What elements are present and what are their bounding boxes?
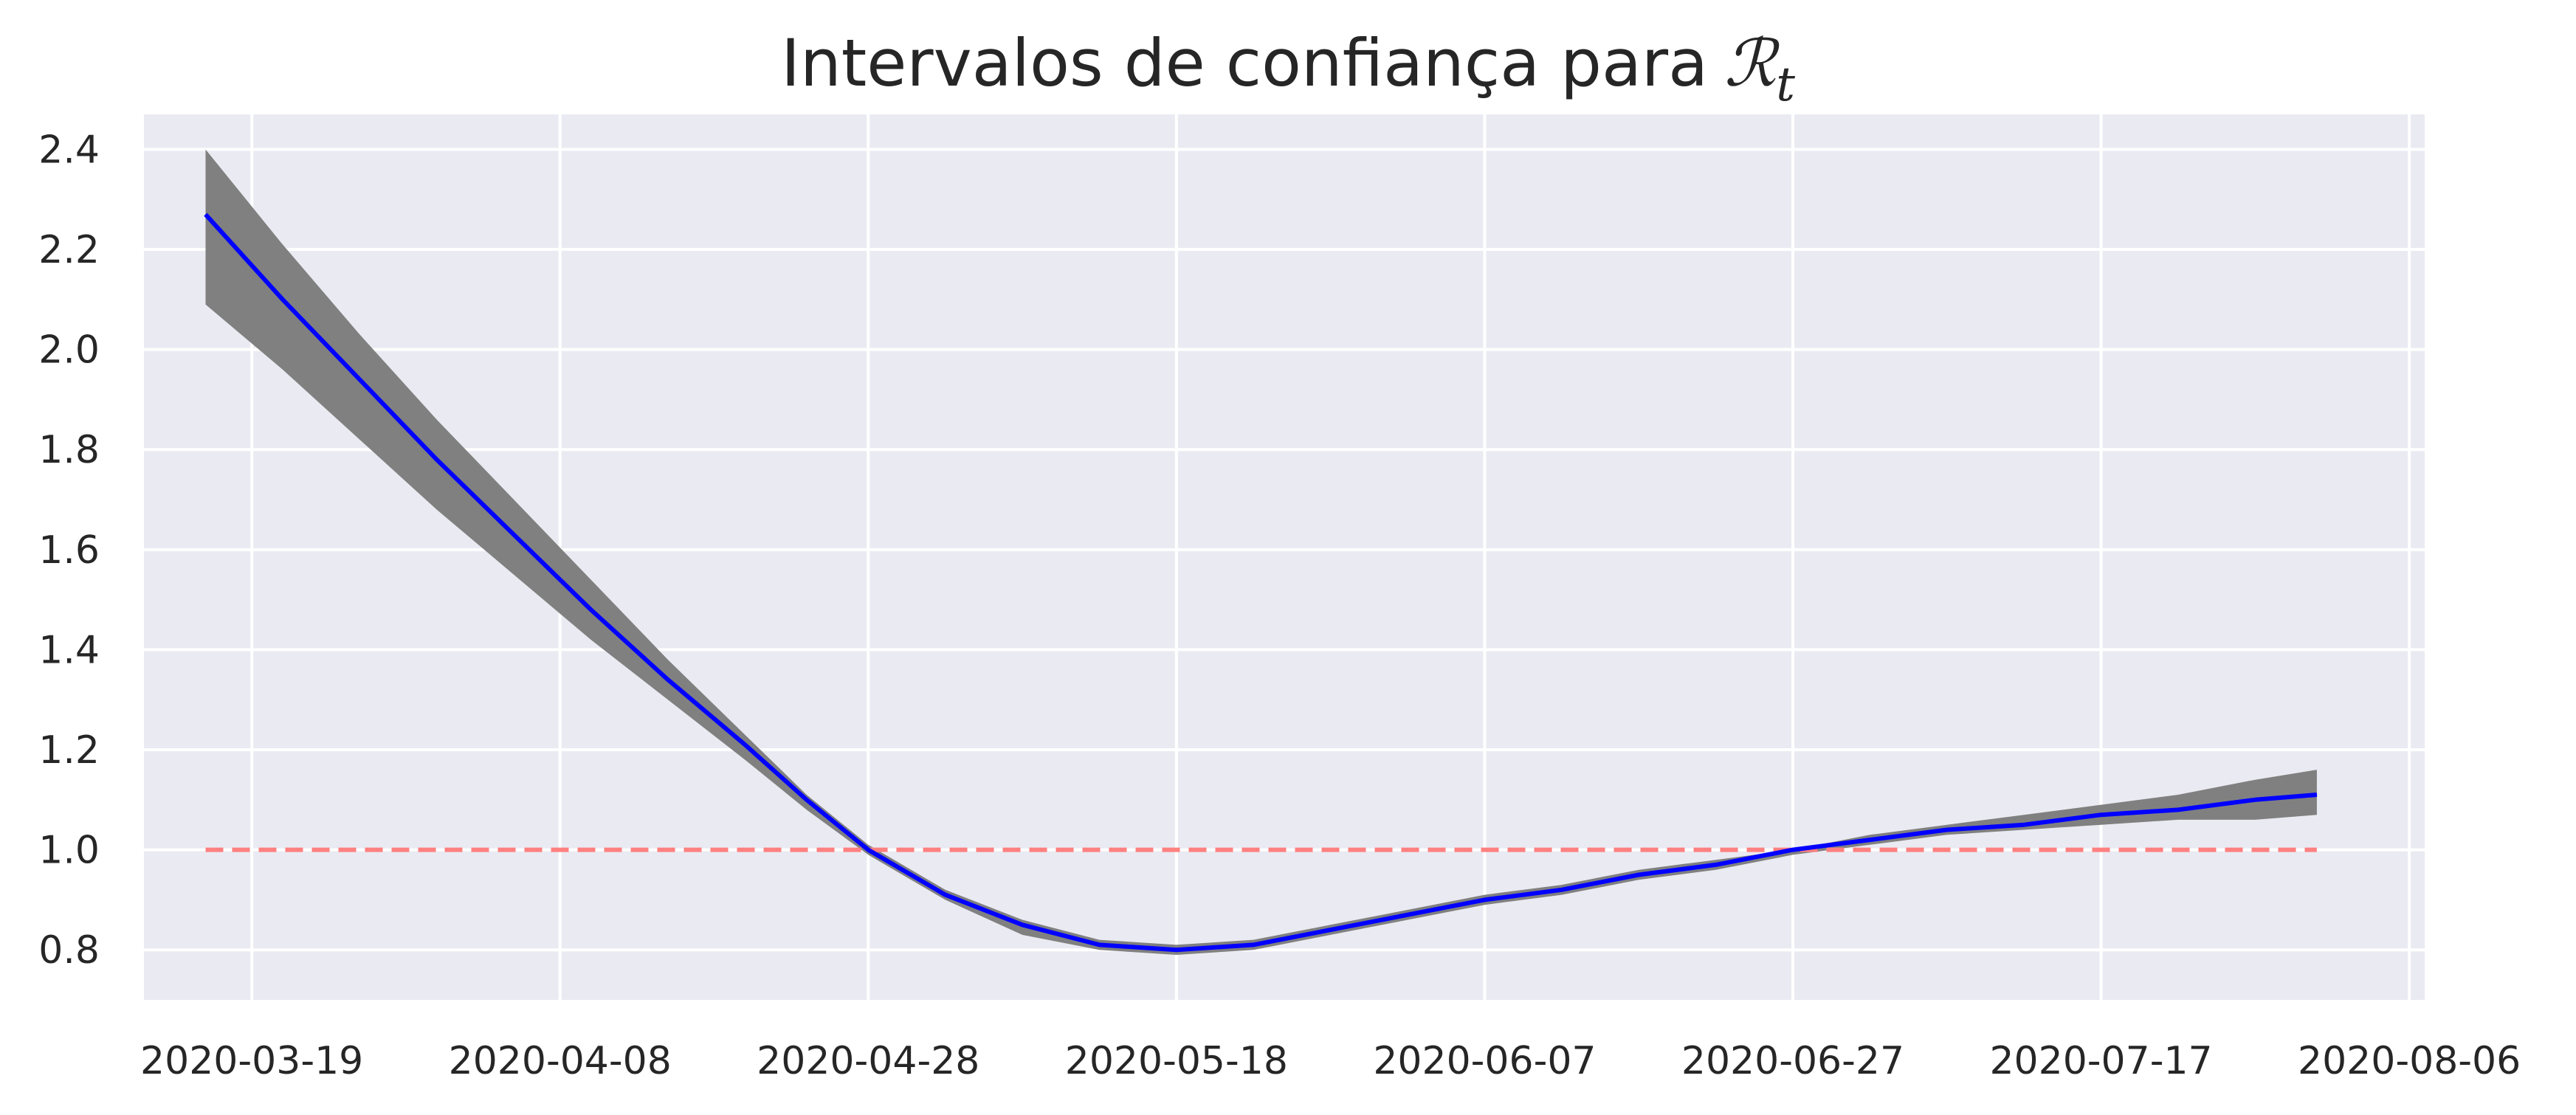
chart-title-text: Intervalos de confiança para [781,25,1708,101]
y-tick-label: 2.0 [38,328,100,373]
data-point [806,799,807,801]
y-tick-label: 0.8 [38,928,100,973]
y-tick-label: 1.4 [38,628,100,672]
plot-area [144,114,2425,1000]
data-point [2254,799,2256,801]
data-point [1946,829,1948,830]
data-point [945,894,946,896]
x-tick-label: 2020-04-08 [449,1039,672,1083]
data-point [2023,824,2025,826]
data-point [359,379,360,380]
y-tick-label: 1.2 [38,728,100,773]
data-point [205,214,207,215]
chart-title-subscript: t [1776,58,1795,112]
y-tick-label: 1.8 [38,428,100,472]
x-axis-ticks: 2020-03-19 2020-04-08 2020-04-28 2020-05-18… [140,1039,2521,1083]
data-point [1792,849,1794,851]
x-tick-label: 2020-05-18 [1065,1039,1288,1083]
gridlines [144,114,2425,1000]
x-tick-label: 2020-07-17 [1989,1039,2212,1083]
data-point [1561,889,1563,891]
chart-title: Intervalos de confiança para ℛt [781,25,1795,112]
x-tick-label: 2020-06-07 [1373,1039,1596,1083]
data-point [1330,929,1332,931]
x-tick-label: 2020-08-06 [2298,1039,2521,1083]
series-line-layer [204,213,2318,953]
data-point [282,299,283,300]
x-tick-label: 2020-04-28 [757,1039,979,1083]
x-tick-label: 2020-03-19 [140,1039,363,1083]
y-tick-label: 2.2 [38,228,100,272]
y-tick-label: 1.6 [38,528,100,573]
x-tick-label: 2020-06-27 [1681,1039,1904,1083]
chart-title-symbol: ℛ [1724,25,1780,101]
data-point [867,849,869,851]
y-tick-label: 2.4 [38,128,100,172]
data-point [436,459,438,460]
y-axis-ticks: 0.8 1.0 1.2 1.4 1.6 1.8 2.0 2.2 2.4 [38,128,100,973]
y-tick-label: 1.0 [38,829,100,873]
data-point [1715,864,1717,866]
